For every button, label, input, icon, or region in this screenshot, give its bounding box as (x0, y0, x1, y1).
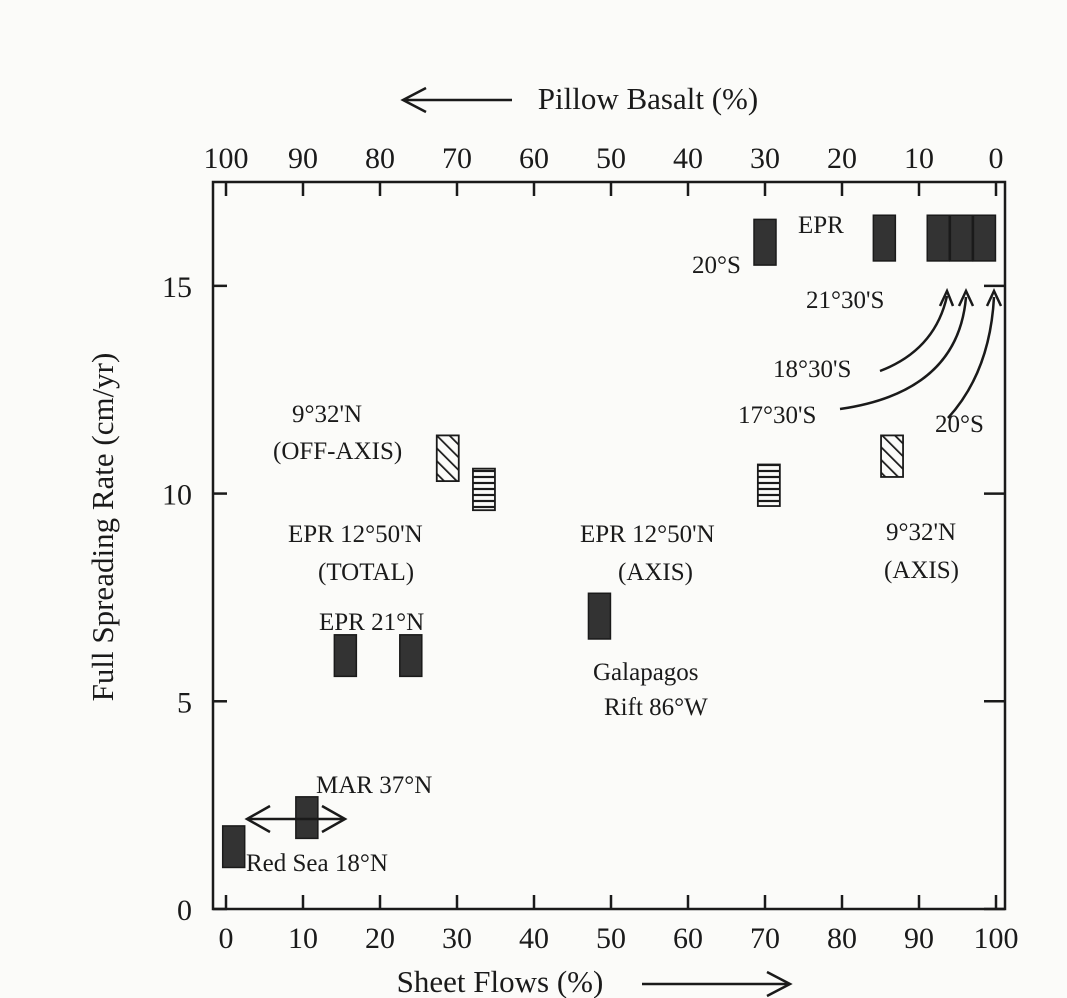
x-tick-label: 40 (519, 922, 549, 955)
x-top-tick-label: 80 (365, 142, 395, 175)
x-tick-label: 60 (673, 922, 703, 955)
y-tick-label: 10 (162, 479, 192, 512)
x-tick-label: 30 (442, 922, 472, 955)
pointer-arrows (839, 287, 1003, 419)
label-axis-1: EPR 12°50'N (580, 521, 715, 548)
data-marker (472, 467, 496, 512)
data-marker (435, 434, 460, 483)
x-top-axis-title: Pillow Basalt (%) (538, 81, 758, 116)
label-red-sea: Red Sea 18°N (246, 850, 388, 877)
label-18-30s: 18°30'S (773, 356, 851, 383)
label-epr-21n: EPR 21°N (319, 609, 424, 636)
x-tick-label: 100 (974, 922, 1019, 955)
x-top-tick-label: 20 (827, 142, 857, 175)
data-marker (949, 214, 974, 262)
label-off-axis-1: 9°32'N (292, 401, 362, 428)
y-tick-label: 15 (162, 271, 192, 304)
pillow-direction-arrow (400, 86, 512, 114)
x-tick-label: 70 (750, 922, 780, 955)
label-axis-2: (AXIS) (618, 559, 693, 586)
label-epr: EPR (798, 212, 844, 239)
sheet-direction-arrow (642, 970, 793, 998)
label-932-axis-2: (AXIS) (884, 557, 959, 584)
x-top-tick-label: 100 (204, 142, 249, 175)
x-top-tick-label: 10 (904, 142, 934, 175)
data-markers (221, 214, 997, 869)
label-off-axis-2: (OFF-AXIS) (273, 438, 402, 465)
x-tick-label: 10 (288, 922, 318, 955)
data-marker (753, 218, 777, 266)
data-marker (333, 634, 358, 678)
label-20s-a: 20°S (692, 252, 741, 279)
label-20s-b: 20°S (935, 411, 984, 438)
x-axis-title: Sheet Flows (%) (397, 964, 604, 998)
data-marker (872, 214, 897, 262)
data-marker (587, 592, 612, 640)
plot-frame (211, 180, 1007, 911)
label-932-axis-1: 9°32'N (886, 519, 956, 546)
label-mar-37n: MAR 37°N (316, 772, 432, 799)
x-tick-label: 0 (219, 922, 234, 955)
data-marker (880, 434, 904, 478)
label-total-2: (TOTAL) (318, 559, 414, 586)
x-tick-label: 50 (596, 922, 626, 955)
data-marker (756, 463, 781, 507)
y-tick-label: 0 (177, 894, 192, 927)
x-top-tick-label: 40 (673, 142, 703, 175)
label-galapagos-2: Rift 86°W (604, 694, 708, 721)
x-top-tick-label: 90 (288, 142, 318, 175)
data-marker (972, 214, 997, 262)
label-galapagos-1: Galapagos (593, 659, 699, 686)
label-21-30s: 21°30'S (806, 287, 884, 314)
x-top-tick-label: 70 (442, 142, 472, 175)
x-tick-label: 80 (827, 922, 857, 955)
mar-range-arrow (244, 804, 348, 834)
annotations: EPR 20°S 21°30'S 18°30'S 17°30'S 20°S 9°… (246, 212, 984, 877)
data-marker (295, 796, 319, 840)
x-tick-label: 20 (365, 922, 395, 955)
x-tick-label: 90 (904, 922, 934, 955)
y-axis-title: Full Spreading Rate (cm/yr) (85, 353, 120, 702)
data-marker (926, 214, 950, 262)
x-top-tick-label: 30 (750, 142, 780, 175)
data-marker (399, 634, 423, 678)
y-tick-label: 5 (177, 686, 192, 719)
label-17-30s: 17°30'S (738, 402, 816, 429)
data-marker (221, 825, 246, 869)
axis-ticks (213, 182, 1005, 911)
x-top-tick-label: 50 (596, 142, 626, 175)
label-total-1: EPR 12°50'N (288, 521, 423, 548)
x-top-tick-label: 0 (989, 142, 1004, 175)
x-top-tick-label: 60 (519, 142, 549, 175)
